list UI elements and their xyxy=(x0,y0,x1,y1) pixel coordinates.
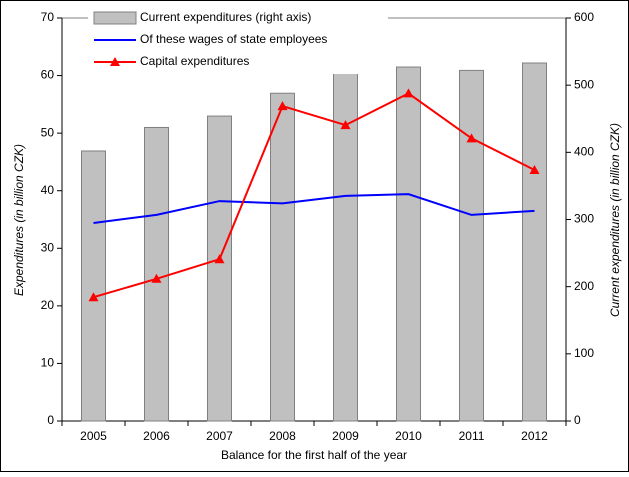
marker xyxy=(277,101,288,111)
legend-label: Of these wages of state employees xyxy=(140,32,327,46)
bar xyxy=(459,69,484,422)
y-tick-label: 50 xyxy=(41,125,55,139)
line xyxy=(93,193,535,224)
y-tick-label: 20 xyxy=(41,298,55,312)
y-axis-label: Expenditures (in billion CZK) xyxy=(12,144,26,296)
x-axis-label: Balance for the first half of the year xyxy=(221,448,407,462)
y-tick-label: 60 xyxy=(41,68,55,82)
bar xyxy=(207,115,232,422)
y2-tick-label: 400 xyxy=(574,145,594,159)
x-tick-label: 2012 xyxy=(521,429,548,443)
bar xyxy=(81,150,106,422)
y-tick-label: 70 xyxy=(41,10,55,24)
x-tick-label: 2008 xyxy=(269,429,296,443)
marker xyxy=(340,120,351,130)
y-tick-label: 0 xyxy=(47,413,54,427)
bar xyxy=(396,66,421,422)
bar xyxy=(522,62,547,422)
y2-tick-label: 0 xyxy=(574,413,581,427)
y2-tick-label: 300 xyxy=(574,212,594,226)
marker xyxy=(466,133,477,143)
y2-axis-label: Current expenditures (in billion CZK) xyxy=(608,123,622,317)
y2-tick-label: 500 xyxy=(574,77,594,91)
y-tick-label: 40 xyxy=(41,183,55,197)
x-tick-label: 2010 xyxy=(395,429,422,443)
line xyxy=(93,92,535,299)
legend-swatch xyxy=(93,11,137,25)
legend-label: Current expenditures (right axis) xyxy=(140,10,311,24)
y-tick-label: 30 xyxy=(41,240,55,254)
x-tick-label: 2011 xyxy=(459,429,485,443)
bar xyxy=(270,92,295,422)
bar xyxy=(144,126,169,422)
marker xyxy=(88,292,99,302)
marker xyxy=(151,273,162,283)
y2-tick-label: 200 xyxy=(574,279,594,293)
legend-box xyxy=(88,8,388,74)
marker xyxy=(214,254,225,264)
marker xyxy=(529,164,540,174)
marker xyxy=(403,88,414,98)
y2-tick-label: 100 xyxy=(574,346,594,360)
x-tick-label: 2007 xyxy=(206,429,233,443)
legend-marker xyxy=(110,57,120,66)
x-tick-label: 2009 xyxy=(332,429,359,443)
legend-label: Capital expenditures xyxy=(140,54,249,68)
x-tick-label: 2006 xyxy=(143,429,170,443)
y-tick-label: 10 xyxy=(41,356,55,370)
y2-tick-label: 600 xyxy=(574,10,594,24)
x-tick-label: 2005 xyxy=(80,429,107,443)
